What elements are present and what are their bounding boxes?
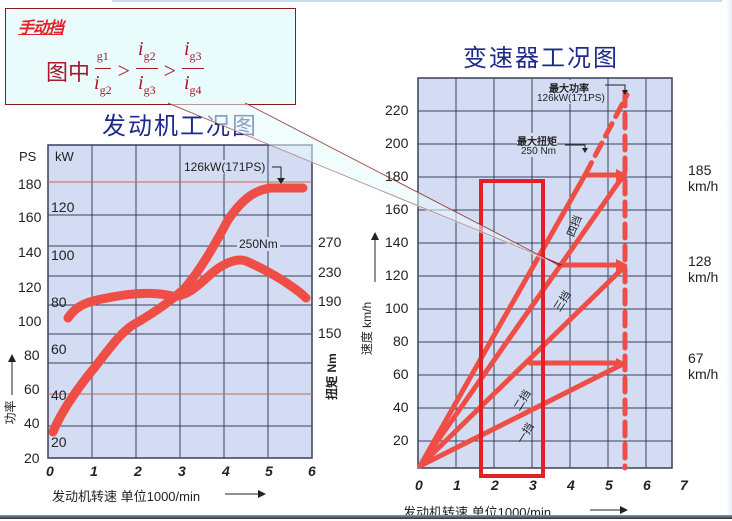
torque-axis-title: 扭矩 Nm [324, 353, 339, 400]
ps-tick: 180 [18, 176, 42, 192]
gear-ratio-formula: 图中 g1 ig2 > ig2 ig3 > ig3 ig4 [46, 37, 206, 104]
slide-right-edge [726, 0, 732, 515]
kw-tick: 80 [51, 294, 67, 310]
speed-tick: 200 [385, 135, 409, 151]
speed-label-128: 128 [688, 253, 712, 269]
speed-tick: 220 [385, 102, 409, 118]
x-tick: 2 [491, 477, 499, 493]
ps-tick: 140 [18, 244, 42, 260]
fraction-2: ig2 ig3 [136, 38, 158, 97]
speed-tick: 100 [385, 300, 409, 316]
formula-lead: 图中 [46, 60, 91, 86]
ps-tick: 20 [24, 450, 40, 466]
ps-tick: 160 [18, 209, 42, 225]
x-tick: 1 [453, 477, 461, 493]
kw-tick: 20 [51, 434, 67, 450]
gear-ratio-callout: 手动挡 图中 g1 ig2 > ig2 ig3 > ig3 ig4 [5, 8, 296, 105]
x-tick: 6 [643, 477, 651, 493]
speed-unit-128: km/h [688, 269, 719, 285]
x-tick: 4 [222, 463, 230, 479]
max-power-label: 最大功率 [549, 80, 589, 95]
max-torque-label: 最大扭矩 [517, 133, 557, 148]
x-tick: 4 [567, 477, 575, 493]
kw-tick: 60 [51, 341, 67, 357]
power-annotation: 126kW(171PS) [182, 160, 268, 174]
transmission-chart-title: 变速器工况图 [463, 45, 619, 72]
engine-x-axis-label: 发动机转速 单位1000/min [52, 489, 201, 504]
max-power-value: 126kW(171PS) [537, 93, 605, 104]
speed-tick: 40 [393, 399, 409, 415]
speed-tick: 160 [385, 201, 409, 217]
nm-tick: 190 [318, 293, 342, 309]
speed-label-67: 67 [688, 350, 704, 366]
x-tick: 5 [265, 463, 273, 479]
x-tick: 5 [605, 477, 613, 493]
nm-tick: 150 [318, 325, 342, 341]
speed-tick: 60 [393, 366, 409, 382]
greater-than-1: > [117, 57, 130, 83]
ps-tick: 40 [24, 415, 40, 431]
power-axis-title: 功率 [3, 400, 18, 425]
nm-tick: 230 [318, 264, 342, 280]
x-tick: 2 [134, 463, 142, 479]
x-tick: 0 [415, 477, 423, 493]
x-tick: 3 [529, 477, 537, 493]
fraction-1: g1 ig2 [94, 37, 112, 104]
callout-title: 手动挡 [18, 20, 64, 37]
speed-axis-title: 速度 km/h [360, 301, 375, 356]
max-torque-value: 250 Nm [521, 146, 557, 157]
speed-tick: 180 [385, 168, 409, 184]
ps-tick: 100 [18, 313, 42, 329]
x-tick: 1 [90, 463, 98, 479]
x-tick: 3 [178, 463, 186, 479]
engine-chart-plot [47, 144, 313, 459]
speed-tick: 20 [393, 432, 409, 448]
kw-tick: 120 [51, 199, 75, 215]
ps-axis-label: PS [19, 149, 37, 164]
speed-label-185: 185 [688, 162, 712, 178]
speed-tick: 120 [385, 267, 409, 283]
kw-tick: 100 [51, 247, 75, 263]
slide-bottom-bar [0, 515, 732, 519]
kw-axis-label: kW [55, 149, 74, 164]
x-tick: 0 [46, 463, 54, 479]
speed-tick: 80 [393, 333, 409, 349]
ps-tick: 120 [18, 279, 42, 295]
greater-than-2: > [163, 57, 176, 83]
torque-annotation: 250Nm [237, 237, 280, 251]
fraction-3: ig3 ig4 [181, 38, 204, 97]
nm-tick: 270 [318, 234, 342, 250]
speed-tick: 140 [385, 234, 409, 250]
x-tick: 7 [680, 477, 688, 493]
speed-unit-67: km/h [688, 366, 719, 382]
slide-top-border [112, 0, 722, 2]
kw-tick: 40 [51, 387, 67, 403]
ps-tick: 60 [24, 381, 40, 397]
x-tick: 6 [308, 463, 316, 479]
speed-unit-185: km/h [688, 178, 719, 194]
ps-tick: 80 [24, 347, 40, 363]
